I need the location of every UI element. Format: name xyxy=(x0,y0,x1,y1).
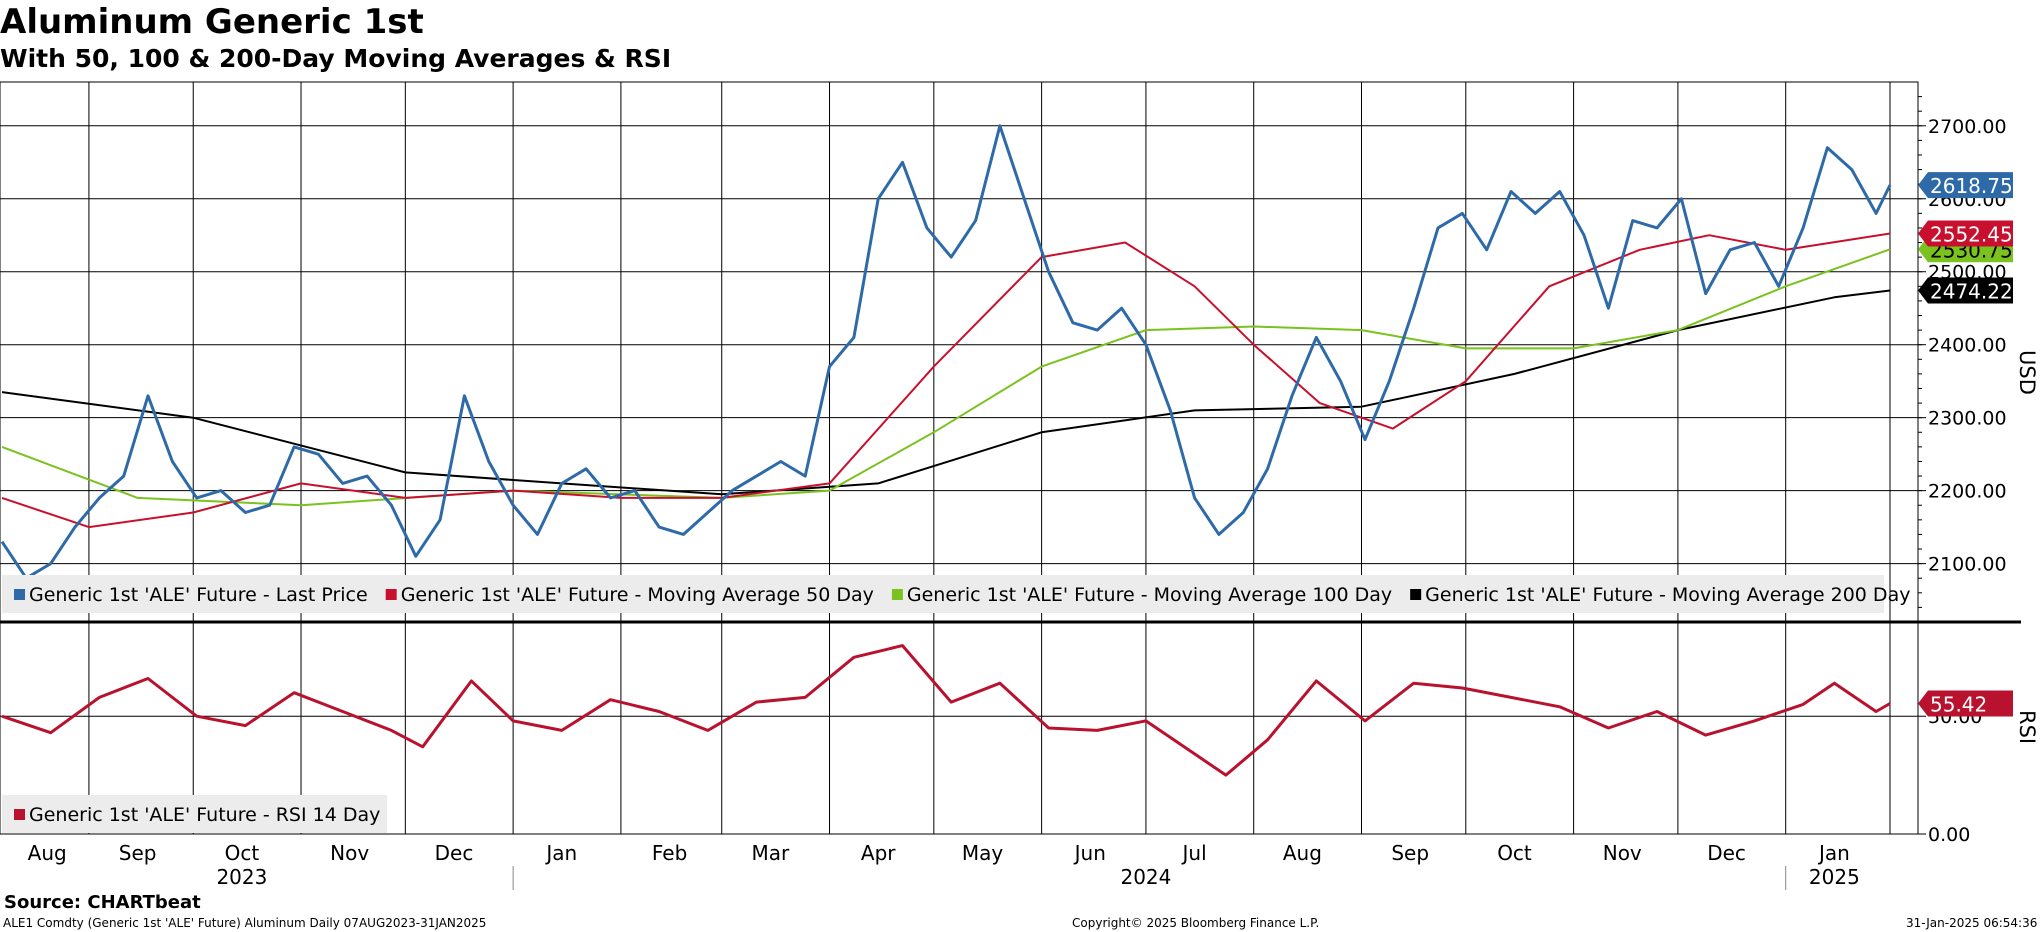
x-tick-label: Dec xyxy=(435,841,474,865)
x-tick-label: Sep xyxy=(119,841,157,865)
price-tick-label: 2200.00 xyxy=(1928,481,2007,503)
price-legend: Generic 1st 'ALE' Future - Last Price Gen… xyxy=(2,575,1910,613)
legend-swatch xyxy=(1410,589,1422,600)
series-layer xyxy=(0,124,1892,777)
price-tick-label: 2400.00 xyxy=(1928,335,2007,357)
x-tick-label: Jul xyxy=(1181,841,1207,865)
rsi-series-line xyxy=(1,644,1891,777)
chart-title: Aluminum Generic 1st xyxy=(0,2,424,42)
tag-rsi: 55.42 xyxy=(1918,690,2013,717)
grid-layer xyxy=(0,81,2021,835)
rsi-axis-label: RSI xyxy=(2015,710,2039,744)
series-line-0 xyxy=(0,124,1892,580)
x-tick-label: Jun xyxy=(1073,841,1106,865)
x-tick-label: May xyxy=(962,841,1004,865)
value-tag-text: 2474.22 xyxy=(1930,280,2013,304)
x-tick-label: Jan xyxy=(544,841,577,865)
tag-ma50: 2552.45 xyxy=(1918,220,2013,247)
series-line-3 xyxy=(1,289,1891,496)
x-tick-label: Oct xyxy=(225,841,260,865)
x-tick-label: Mar xyxy=(752,841,791,865)
legend-bg xyxy=(2,575,1884,613)
price-tick-label: 2300.00 xyxy=(1928,408,2007,430)
x-year-label: 2023 xyxy=(216,865,267,889)
legend-entry: Generic 1st 'ALE' Future - Moving Averag… xyxy=(907,584,1392,606)
value-tag-text: 2552.45 xyxy=(1930,222,2013,246)
legend-swatch xyxy=(14,809,25,820)
x-tick-label: Jan xyxy=(1817,841,1850,865)
x-tick-label: Dec xyxy=(1707,841,1746,865)
legend-entry: Generic 1st 'ALE' Future - RSI 14 Day xyxy=(29,804,380,826)
tag-ma200: 2474.22 xyxy=(1918,277,2013,304)
source-label: Source: CHARTbeat xyxy=(4,892,201,913)
x-year-label: 2025 xyxy=(1809,865,1860,889)
value-tag-text: 55.42 xyxy=(1930,692,1987,716)
legend-entry: Generic 1st 'ALE' Future - Last Price xyxy=(29,584,368,606)
series-line-1 xyxy=(1,232,1891,529)
legend-swatch xyxy=(14,589,25,600)
value-tag-bg xyxy=(1918,220,2013,247)
legend-entry: Generic 1st 'ALE' Future - Moving Averag… xyxy=(401,584,874,606)
x-tick-label: Feb xyxy=(652,841,687,865)
rsi-tick-label: 0.00 xyxy=(1928,824,1970,846)
chart-subtitle: With 50, 100 & 200-Day Moving Averages &… xyxy=(0,44,672,73)
price-panel-frame xyxy=(0,81,1919,623)
x-tick-label: Oct xyxy=(1497,841,1532,865)
value-tag-bg xyxy=(1918,172,2013,199)
legend-entry: Generic 1st 'ALE' Future - Moving Averag… xyxy=(1425,584,1910,606)
price-axis-label: USD xyxy=(2015,350,2039,395)
legend-bg xyxy=(2,795,387,833)
x-tick-label: Apr xyxy=(861,841,896,865)
x-tick-label: Nov xyxy=(330,841,369,865)
timestamp: 31-Jan-2025 06:54:36 xyxy=(1906,916,2038,930)
x-tick-label: Aug xyxy=(1283,841,1322,865)
rsi-legend: Generic 1st 'ALE' Future - RSI 14 Day xyxy=(2,795,387,833)
legend-swatch xyxy=(891,589,903,600)
value-tag-bg xyxy=(1918,690,2013,717)
x-tick-label: Sep xyxy=(1391,841,1429,865)
x-year-label: 2024 xyxy=(1120,865,1171,889)
axis-layer: 2100.002200.002300.002400.002500.002600.… xyxy=(28,96,2039,890)
legend-swatch xyxy=(385,589,397,600)
x-tick-label: Nov xyxy=(1603,841,1642,865)
value-tag-bg xyxy=(1918,277,2013,304)
x-tick-label: Aug xyxy=(28,841,67,865)
ticker-info: ALE1 Comdty (Generic 1st 'ALE' Future) A… xyxy=(3,916,487,930)
price-tick-label: 2700.00 xyxy=(1928,116,2007,138)
tag-last-price: 2618.75 xyxy=(1918,172,2013,199)
copyright: Copyright© 2025 Bloomberg Finance L.P. xyxy=(1072,916,1320,930)
legend-layer: Generic 1st 'ALE' Future - Last Price Gen… xyxy=(2,575,1910,833)
price-tick-label: 2100.00 xyxy=(1928,554,2007,576)
value-tag-text: 2618.75 xyxy=(1930,174,2013,198)
